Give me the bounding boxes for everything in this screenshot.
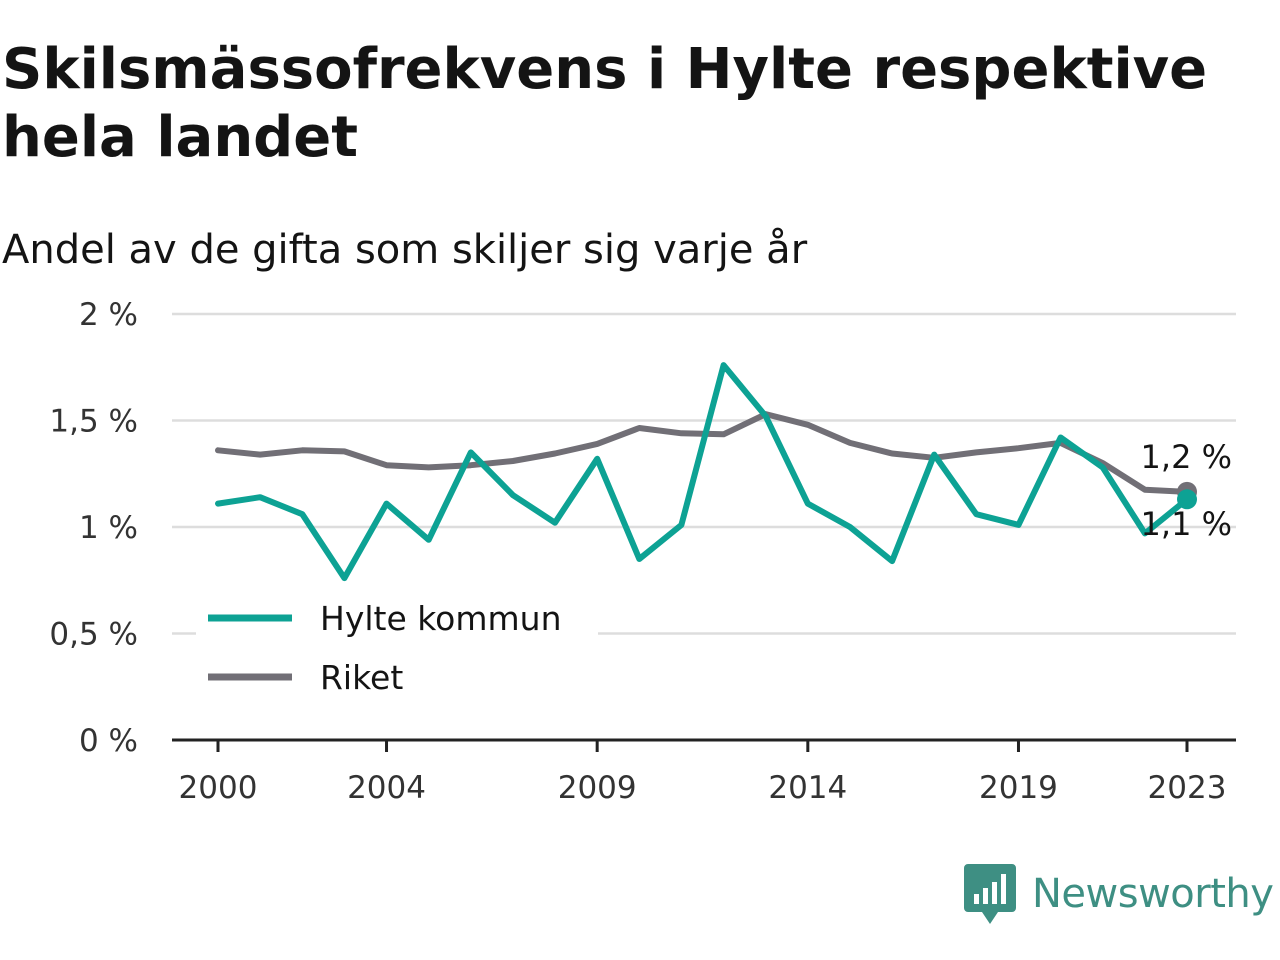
brand-name: Newsworthy xyxy=(1032,871,1274,917)
y-tick-label: 1,5 % xyxy=(49,404,138,440)
chart-subtitle: Andel av de gifta som skiljer sig varje … xyxy=(2,227,808,273)
legend-background xyxy=(196,592,598,710)
legend: Hylte kommun Riket xyxy=(196,592,598,710)
newsworthy-logo-icon xyxy=(964,864,1016,924)
legend-label: Hylte kommun xyxy=(320,599,562,638)
end-labels: 1,2 % 1,1 % xyxy=(1141,438,1232,543)
x-tick-label: 2009 xyxy=(558,770,637,806)
y-tick-label: 2 % xyxy=(79,297,138,333)
series-line xyxy=(215,362,1190,582)
x-tick-label: 2014 xyxy=(768,770,847,806)
brand-logo: Newsworthy xyxy=(964,862,1274,926)
end-label: 1,2 % xyxy=(1141,438,1232,476)
y-tick-label: 1 % xyxy=(79,510,138,546)
grid-lines xyxy=(172,312,1236,635)
chart-title: Skilsmässofrekvens i Hylte respektive he… xyxy=(2,37,1208,170)
legend-label: Riket xyxy=(320,658,403,697)
x-axis: 2000 2004 2009 2014 2019 2023 xyxy=(172,738,1236,806)
series-end-point xyxy=(1177,489,1197,510)
series-lines xyxy=(215,362,1197,582)
x-tick-label: 2000 xyxy=(179,770,258,806)
end-label: 1,1 % xyxy=(1141,505,1232,543)
y-tick-label: 0 % xyxy=(79,723,138,759)
x-tick-label: 2019 xyxy=(979,770,1058,806)
y-tick-label: 0,5 % xyxy=(49,617,138,653)
x-tick-label: 2023 xyxy=(1148,770,1227,806)
x-tick-label: 2004 xyxy=(347,770,426,806)
y-axis-tick-labels: 0 % 0,5 % 1 % 1,5 % 2 % xyxy=(49,297,138,759)
